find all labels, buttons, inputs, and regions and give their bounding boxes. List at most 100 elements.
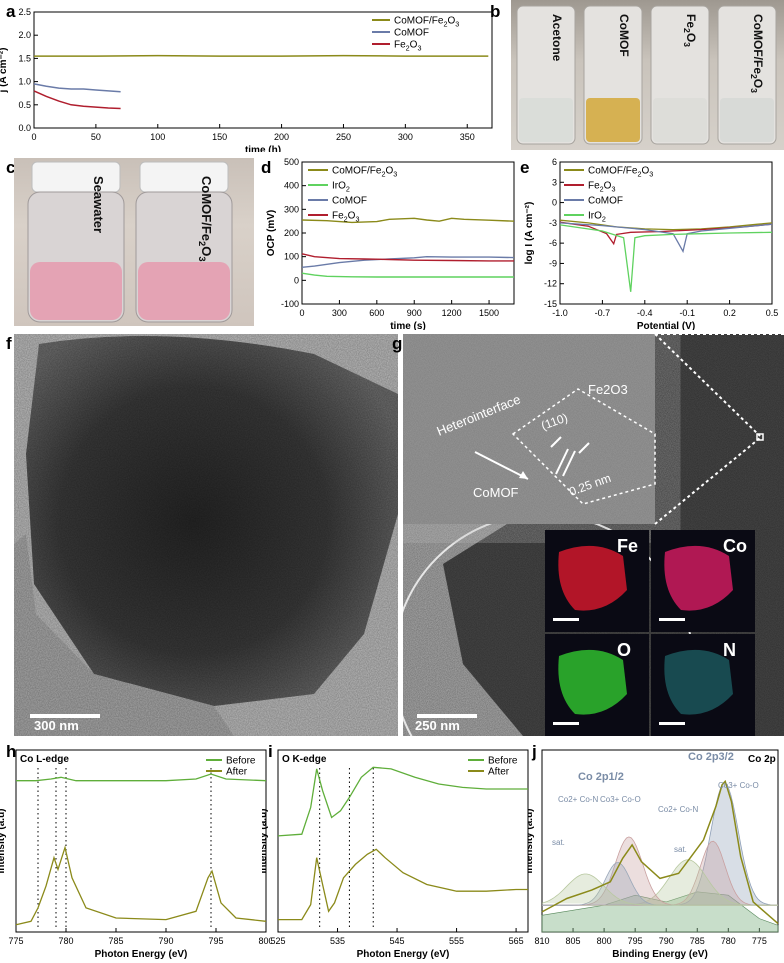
spectrum-title-h: Co L-edge xyxy=(20,754,69,765)
element-map xyxy=(651,634,755,736)
element-map-label: N xyxy=(723,640,736,660)
vial-c-label: CoMOF/Fe2​O3​ xyxy=(197,176,214,262)
vial-c-liquid xyxy=(30,262,122,320)
xtick-label-e: -0.1 xyxy=(679,308,695,318)
xtick-label-i: 545 xyxy=(390,936,405,946)
series-d-CoMOF/Fe2O3 xyxy=(301,217,515,224)
panel-label-e: e xyxy=(520,158,530,177)
xtick-label-d: 1200 xyxy=(442,308,462,318)
ytick-label-a: 2.5 xyxy=(18,7,31,17)
ytick-label-d: 300 xyxy=(284,204,299,214)
xps-annotation: Co3+ Co-O xyxy=(600,795,641,804)
scale-bar-f xyxy=(30,714,100,718)
legend-label-d: CoMOF xyxy=(332,196,367,207)
vial-b-liquid xyxy=(586,98,640,142)
panel-label-j: j xyxy=(532,742,537,761)
xlabel-e: Potential (V) xyxy=(637,321,695,330)
xtick-label-j: 775 xyxy=(752,936,767,946)
xtick-label-a: 200 xyxy=(274,132,289,142)
ytick-label-e: -3 xyxy=(549,218,557,228)
xlabel-h: Photon Energy (eV) xyxy=(95,949,188,960)
plot-frame-h xyxy=(15,749,267,933)
vials-c-drawing: Seawater CoMOF/Fe2​O3​ xyxy=(27,161,233,323)
spectrum-title-i: O K-edge xyxy=(282,754,327,765)
series-a-CoMOF xyxy=(33,83,121,93)
element-map-signal xyxy=(558,649,627,715)
vial-c-liquid xyxy=(138,262,230,320)
vial-b-label: CoMOF/Fe2​O3​ xyxy=(749,14,765,93)
element-map-signal xyxy=(664,545,733,611)
ylabel-d: OCP (mV) xyxy=(266,210,277,257)
series-e-IrO2 xyxy=(559,224,773,292)
ytick-label-a: 0.0 xyxy=(18,123,31,133)
vial-b-label: CoMOF xyxy=(617,14,631,57)
scale-label-f: 300 nm xyxy=(34,718,79,733)
chart-j: 810 805 800 795 790 785 780 775 Binding Energy (… xyxy=(528,749,779,960)
xtick-label-a: 350 xyxy=(460,132,475,142)
series-a-CoMOF/Fe2O3 xyxy=(34,54,489,57)
chart-e: -1.0 -0.7 -0.4 -0.1 0.2 0.5 -15 -12 -9 -6 -3 0 3 6 Pot… xyxy=(524,157,778,330)
ylabel-a: j (A cm⁻²) xyxy=(0,48,9,94)
ytick-label-a: 1.5 xyxy=(18,53,31,63)
legend-label-d: IrO2​ xyxy=(332,181,350,194)
panel-label-d: d xyxy=(261,158,272,177)
comof-label: CoMOF xyxy=(473,485,519,500)
plot-frame-e xyxy=(559,161,773,305)
xtick-label-a: 150 xyxy=(212,132,227,142)
xps-fit-peak xyxy=(541,873,778,906)
xtick-label-i: 565 xyxy=(509,936,524,946)
ytick-label-e: 3 xyxy=(552,177,557,187)
legend-label-a: CoMOF/Fe2​O3​ xyxy=(394,16,459,29)
xps-annotation: Co3+ Co-O xyxy=(718,781,759,790)
series-i-After xyxy=(278,848,528,921)
series-d-IrO2 xyxy=(301,272,514,278)
xtick-label-d: 0 xyxy=(299,308,304,318)
xlabel-i: Photon Energy (eV) xyxy=(357,949,450,960)
ytick-label-e: -6 xyxy=(549,238,557,248)
legend-label-a: CoMOF xyxy=(394,28,429,39)
series-i-Before xyxy=(277,766,528,837)
legend-label-i: Before xyxy=(488,756,518,767)
ytick-label-a: 0.5 xyxy=(18,100,31,110)
xps-annotation: Co2+ Co-N xyxy=(558,795,598,804)
xtick-label-a: 0 xyxy=(31,132,36,142)
legend-label-h: After xyxy=(226,767,248,778)
ytick-label-e: -12 xyxy=(544,279,557,289)
ytick-label-e: -15 xyxy=(544,299,557,309)
vials-b-drawing: Acetone CoMOF Fe2​O3​ CoMOF/Fe2​O3​ xyxy=(516,5,777,145)
panel-label-a: a xyxy=(6,2,16,21)
xtick-label-i: 555 xyxy=(449,936,464,946)
ytick-label-a: 1.0 xyxy=(18,77,31,87)
element-map-signal xyxy=(664,649,733,715)
xps-annotation: Co2+ Co-N xyxy=(658,805,698,814)
scale-bar-g xyxy=(417,714,477,718)
ytick-label-e: 6 xyxy=(552,157,557,167)
xtick-label-h: 785 xyxy=(108,936,123,946)
series-h-Before xyxy=(16,773,267,782)
ytick-label-d: 100 xyxy=(284,252,299,262)
xlabel-j: Binding Energy (eV) xyxy=(612,949,708,960)
element-map-scalebar xyxy=(659,722,685,725)
ylabel-j: Intensity (a.u) xyxy=(528,808,535,873)
xtick-label-j: 805 xyxy=(566,936,581,946)
legend-label-d: CoMOF/Fe2​O3​ xyxy=(332,166,397,179)
xtick-label-e: 0.2 xyxy=(723,308,736,318)
panel-label-i: i xyxy=(268,742,273,761)
xps-annotation: Co 2p1/2 xyxy=(578,771,624,783)
chart-d: 0 300 600 900 1200 1500-1000100200300400500ti… xyxy=(266,157,515,330)
ytick-label-e: 0 xyxy=(552,198,557,208)
xtick-label-e: -0.7 xyxy=(595,308,611,318)
plot-frame-i xyxy=(277,749,529,933)
ytick-label-d: 400 xyxy=(284,181,299,191)
xtick-label-e: -0.4 xyxy=(637,308,653,318)
ytick-label-e: -9 xyxy=(549,258,557,268)
xtick-label-h: 800 xyxy=(258,936,272,946)
legend-label-e: CoMOF xyxy=(588,196,623,207)
fe2o3-label: Fe2O3 xyxy=(588,382,628,397)
xlabel-a: time (h) xyxy=(245,145,281,152)
chart-i: 525 535 545 555 565 Photon Energy (eV) Intensi… xyxy=(262,749,529,960)
ytick-label-d: 500 xyxy=(284,157,299,167)
xtick-label-a: 100 xyxy=(150,132,165,142)
xtick-label-j: 790 xyxy=(659,936,674,946)
xps-annotation: sat. xyxy=(674,845,687,854)
